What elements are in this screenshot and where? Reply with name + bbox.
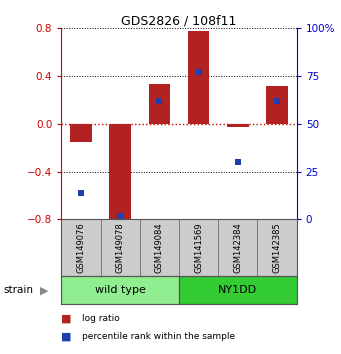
Title: GDS2826 / 108f11: GDS2826 / 108f11 <box>121 14 237 27</box>
Text: percentile rank within the sample: percentile rank within the sample <box>82 332 235 341</box>
Text: GSM142384: GSM142384 <box>233 222 242 273</box>
Text: wild type: wild type <box>95 285 146 295</box>
Bar <box>227 124 249 127</box>
Text: NY1DD: NY1DD <box>218 285 257 295</box>
Text: ▶: ▶ <box>40 285 48 295</box>
Text: log ratio: log ratio <box>82 314 120 323</box>
Bar <box>70 124 92 142</box>
Bar <box>109 124 131 219</box>
Text: GSM149076: GSM149076 <box>76 222 86 273</box>
Text: GSM142385: GSM142385 <box>272 222 282 273</box>
Bar <box>61 276 179 304</box>
Bar <box>188 31 209 124</box>
Bar <box>179 276 297 304</box>
Bar <box>266 86 288 124</box>
Text: ■: ■ <box>61 331 72 341</box>
Text: strain: strain <box>3 285 33 295</box>
Text: GSM141569: GSM141569 <box>194 222 203 273</box>
Text: GSM149084: GSM149084 <box>155 222 164 273</box>
Text: ■: ■ <box>61 314 72 324</box>
Bar <box>149 85 170 124</box>
Text: GSM149078: GSM149078 <box>116 222 125 273</box>
